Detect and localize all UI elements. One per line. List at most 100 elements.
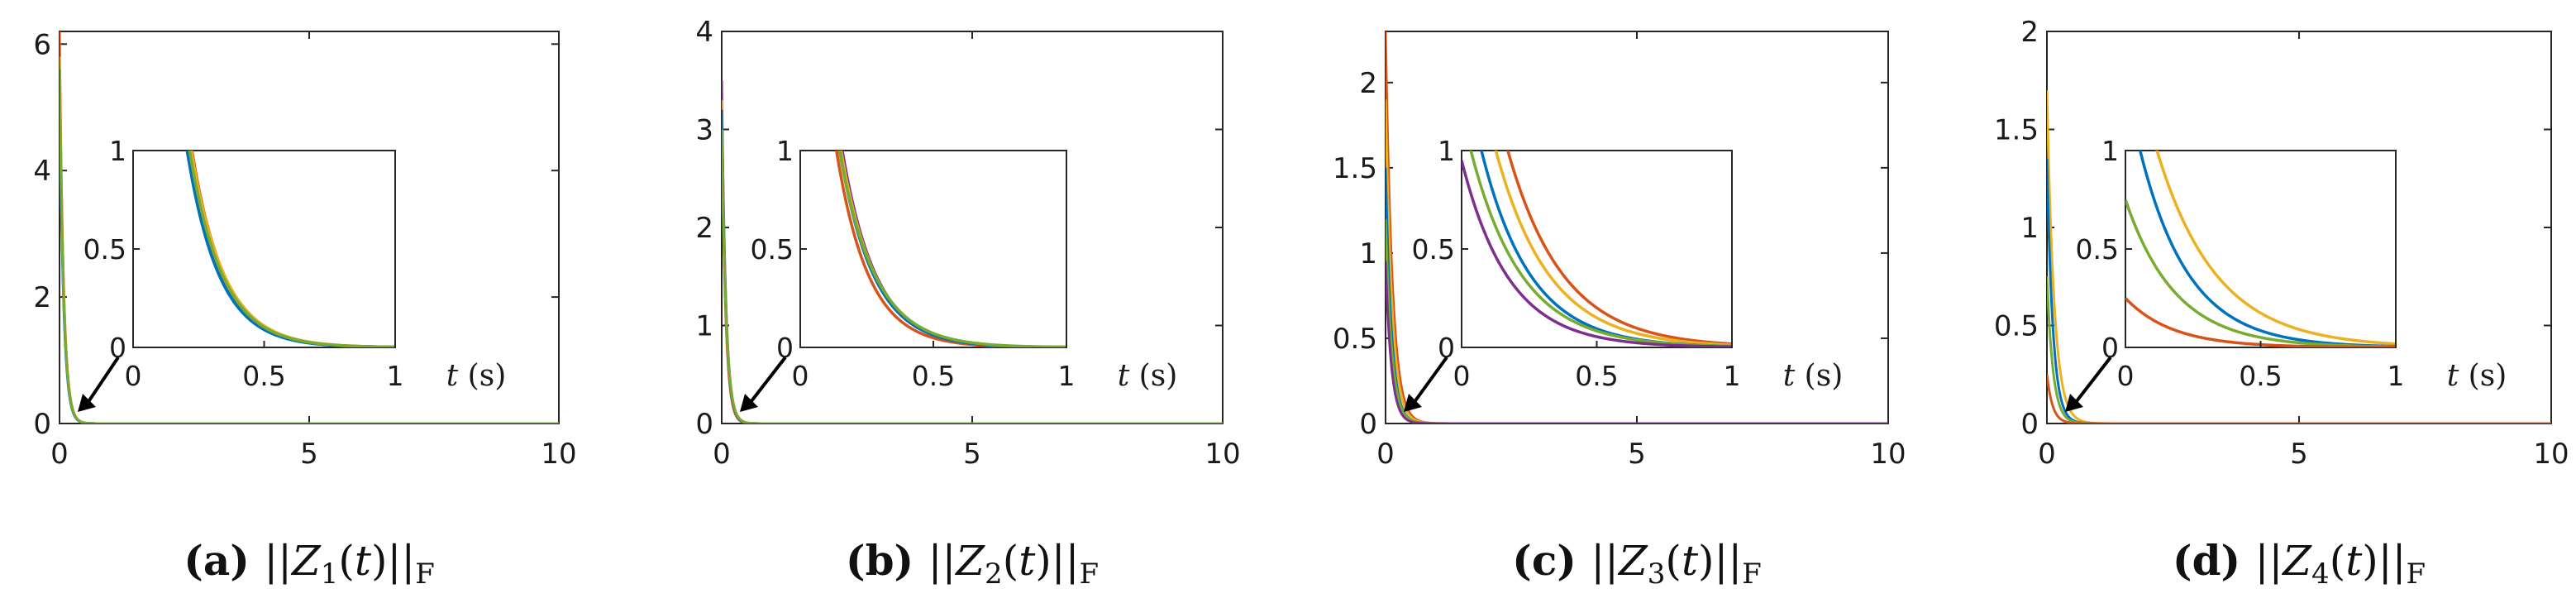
x-tick-label: 5	[2290, 438, 2308, 471]
panel-caption: (a) ||Z1(t)||F	[184, 536, 435, 591]
inset-x-tick-label: 0	[792, 360, 809, 392]
inset-x-tick-label: 0	[1453, 360, 1471, 392]
y-tick-label: 0	[33, 408, 51, 441]
caption-expr-part: t	[2345, 537, 2363, 585]
caption-tag: (b)	[846, 536, 928, 585]
inset-series-line-green	[188, 151, 395, 347]
inset-y-tick-label: 0	[109, 332, 126, 364]
inset-y-tick-label: 0.5	[1412, 233, 1455, 266]
y-tick-label: 3	[695, 114, 713, 147]
series-line-green	[722, 129, 1223, 424]
inset-x-tick-label: 0.5	[242, 360, 285, 392]
caption-expr-part: Z	[290, 537, 322, 585]
zoom-arrowhead	[78, 394, 96, 412]
x-tick-label: 0	[50, 438, 69, 471]
y-tick-label: 4	[695, 16, 713, 49]
inset-x-axis-unit: (s)	[1139, 359, 1178, 393]
inset-x-tick-label: 1	[387, 360, 404, 392]
panel-caption: (c) ||Z3(t)||F	[1512, 536, 1762, 591]
caption-expr-part: 1	[321, 558, 339, 591]
panel-caption: (b) ||Z2(t)||F	[846, 536, 1099, 591]
zoom-arrowhead	[1404, 394, 1422, 412]
y-tick-label: 4	[33, 155, 51, 188]
inset-x-axis-label: t (s)	[2447, 359, 2507, 393]
caption-expr-part: t	[1682, 537, 1699, 585]
inset-y-tick-label: 0.5	[2076, 233, 2119, 266]
inset-y-tick-label: 1	[2101, 135, 2119, 167]
y-tick-label: 2	[1359, 67, 1377, 100]
caption-expr-part: Z	[1617, 537, 1648, 585]
series-group	[60, 31, 559, 424]
y-tick-label: 0.5	[1994, 310, 2039, 343]
inset-series-line-orange	[1506, 151, 1732, 346]
caption-expr-part: 3	[1648, 558, 1666, 591]
inset-plot: 0 0.5 1 0 0.5 1 t (s)	[83, 135, 507, 393]
inset-series-line-purple	[1462, 160, 1732, 347]
caption-expr-part: F	[1080, 558, 1100, 591]
inset-x-axis-var: t	[446, 359, 468, 393]
x-tick-label: 10	[2533, 438, 2569, 471]
caption-expr-part: 4	[2311, 558, 2330, 591]
y-tick-label: 1	[1359, 237, 1377, 270]
caption-expr-part: ||	[928, 537, 956, 585]
caption-expr-part: )||	[2362, 537, 2406, 585]
caption-expr-part: Z	[2281, 537, 2312, 585]
caption-expr-part: (	[2330, 537, 2346, 585]
caption-expr-part: )||	[371, 537, 415, 585]
panel-caption: (d) ||Z4(t)||F	[2173, 536, 2426, 591]
y-tick-label: 0	[1359, 408, 1377, 441]
x-tick-label: 0	[1376, 438, 1395, 471]
caption-expr-part: F	[2407, 558, 2426, 591]
inset-y-tick-label: 1	[109, 135, 126, 167]
caption-expr-part: (	[1003, 537, 1019, 585]
series-line-orange	[2047, 374, 2551, 424]
inset-x-axis-label: t (s)	[446, 359, 507, 393]
series-line-green	[60, 69, 559, 424]
inset-y-tick-label: 1	[1438, 135, 1455, 167]
series-group	[1386, 31, 1888, 424]
inset-y-tick-label: 1	[776, 135, 794, 167]
caption-expr-part: ||	[2255, 537, 2283, 585]
y-tick-label: 2	[695, 212, 713, 245]
inset-series-group	[185, 151, 395, 347]
inset-x-tick-label: 0	[2117, 360, 2135, 392]
caption-expr-part: t	[1018, 537, 1036, 585]
caption-expr-part: F	[415, 558, 435, 591]
inset-series-line-green	[837, 151, 1066, 347]
inset-x-axis-var: t	[1783, 359, 1805, 393]
x-tick-label: 0	[2038, 438, 2056, 471]
inset-x-tick-label: 1	[1724, 360, 1741, 392]
inset-plot: 0 0.5 1 0 0.5 1 t (s)	[751, 135, 1178, 393]
x-tick-label: 5	[300, 438, 318, 471]
x-tick-label: 10	[541, 438, 576, 471]
inset-plot: 0 0.5 1 0 0.5 1 t (s)	[2076, 135, 2507, 393]
y-tick-label: 0	[695, 408, 713, 441]
y-tick-label: 1	[2020, 212, 2039, 245]
caption-expr-part: t	[355, 537, 372, 585]
x-tick-label: 5	[1628, 438, 1646, 471]
x-tick-label: 10	[1870, 438, 1906, 471]
y-tick-label: 0.5	[1333, 323, 1377, 356]
series-line-yellow	[2047, 90, 2551, 424]
series-line-purple	[1386, 261, 1888, 424]
caption-expr-part: Z	[954, 537, 985, 585]
inset-frame	[132, 150, 396, 348]
zoom-arrow	[1410, 356, 1448, 407]
inset-y-tick-label: 0	[776, 332, 794, 364]
inset-x-tick-label: 1	[1058, 360, 1076, 392]
caption-tag: (d)	[2173, 536, 2255, 585]
inset-x-tick-label: 0.5	[912, 360, 955, 392]
y-tick-label: 1	[695, 310, 713, 343]
caption-expr-part: (	[338, 537, 355, 585]
caption-tag: (a)	[184, 536, 264, 585]
caption-expr-part: ||	[264, 537, 292, 585]
caption-expr-part: ||	[1591, 537, 1619, 585]
y-tick-label: 0	[2020, 408, 2039, 441]
inset-x-axis-unit: (s)	[2469, 359, 2507, 393]
zoom-arrowhead	[740, 394, 758, 412]
